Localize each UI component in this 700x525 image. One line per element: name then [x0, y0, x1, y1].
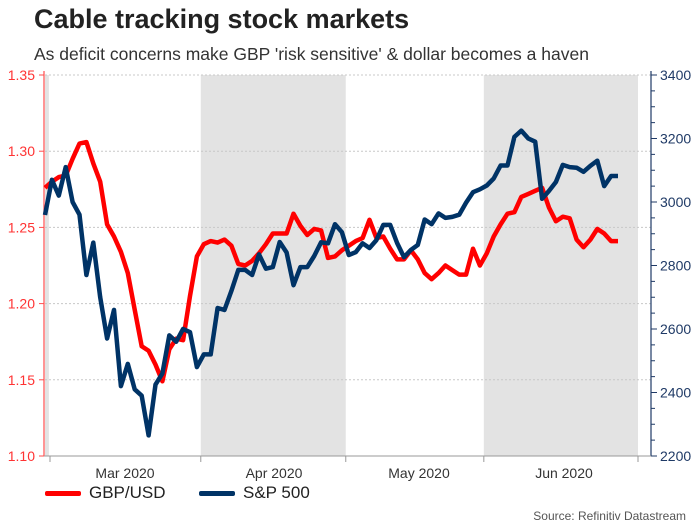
legend-swatch-sp500: [199, 490, 235, 496]
left-axis-label: 1.15: [8, 372, 35, 388]
right-axis-label: 2600: [660, 321, 691, 337]
right-axis-label: 2400: [660, 385, 691, 401]
right-axis-label: 3200: [660, 131, 691, 147]
legend-item-sp500: S&P 500: [199, 483, 310, 503]
shaded-month-band: [483, 75, 638, 456]
left-axis-label: 1.25: [8, 219, 35, 235]
x-tick-label: May 2020: [388, 465, 450, 481]
source-note: Source: Refinitiv Datastream: [533, 509, 686, 523]
x-tick-label: Mar 2020: [95, 465, 154, 481]
chart-title: Cable tracking stock markets: [34, 4, 410, 34]
chart-subtitle: As deficit concerns make GBP 'risk sensi…: [34, 44, 589, 64]
left-axis-label: 1.20: [8, 296, 35, 312]
series-line-gbpusd: [43, 139, 618, 384]
right-axis-label: 2200: [660, 448, 691, 464]
left-axis-label: 1.30: [8, 143, 35, 159]
legend-label: S&P 500: [243, 483, 310, 502]
right-axis-label: 3400: [660, 67, 691, 83]
x-tick-label: Jun 2020: [535, 465, 593, 481]
right-axis-label: 3000: [660, 194, 691, 210]
shaded-month-band: [45, 75, 49, 456]
left-axis-label: 1.10: [8, 448, 35, 464]
legend-label: GBP/USD: [89, 483, 166, 502]
legend-item-gbpusd: GBP/USD: [45, 483, 166, 503]
left-axis-label: 1.35: [8, 67, 35, 83]
series-line-sp500: [42, 128, 618, 438]
legend-swatch-gbpusd: [45, 490, 81, 496]
x-tick-label: Apr 2020: [246, 465, 303, 481]
right-axis-label: 2800: [660, 258, 691, 274]
